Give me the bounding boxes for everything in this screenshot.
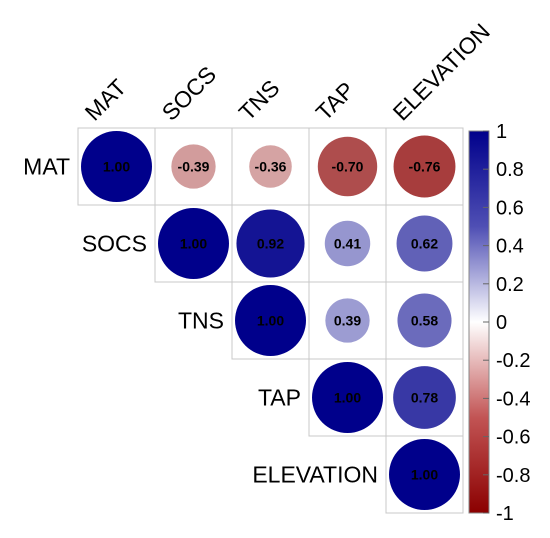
correlation-circle (81, 131, 152, 202)
correlation-value: 0.92 (257, 236, 284, 252)
colorbar-tick-label: -0.2 (496, 350, 530, 372)
correlation-value: 0.58 (411, 313, 438, 329)
correlation-circle (393, 366, 456, 429)
row-label: MAT (23, 154, 70, 180)
row-label: TNS (178, 308, 224, 334)
correlation-value: 0.78 (411, 390, 438, 406)
correlation-circle (312, 362, 383, 433)
correlation-circle (389, 439, 460, 510)
column-label: ELEVATION (388, 18, 495, 125)
correlation-circle (317, 136, 378, 197)
colorbar-tick-label: 0.6 (496, 197, 524, 219)
correlation-value: 1.00 (334, 390, 361, 406)
correlation-circle (397, 293, 452, 348)
row-label: TAP (258, 385, 301, 411)
correlation-circle (235, 285, 306, 356)
colorbar-tick-label: -1 (496, 503, 514, 525)
correlation-value: 0.41 (334, 236, 361, 252)
correlation-circle (396, 215, 453, 272)
correlation-value: -0.70 (332, 159, 364, 175)
row-label: ELEVATION (252, 462, 378, 488)
colorbar-tick-label: 0.2 (496, 274, 524, 296)
correlation-value: -0.76 (409, 159, 441, 175)
correlation-value: 1.00 (103, 159, 130, 175)
column-label: TAP (311, 77, 360, 126)
correlation-circle (171, 144, 216, 189)
correlation-value: 0.62 (411, 236, 438, 252)
colorbar-tick-label: 0 (496, 312, 507, 334)
column-label: SOCS (157, 61, 221, 125)
colorbar-tick-label: -0.6 (496, 427, 530, 449)
matrix-cells: 1.00 -0.39 -0.36 -0.70 -0.76 1.00 0.92 0.41 0.62… (77, 127, 464, 514)
correlation-value: -0.39 (178, 159, 210, 175)
colorbar-tick-label: 0.8 (496, 159, 524, 181)
correlation-circle (236, 209, 305, 278)
correlation-value: 1.00 (257, 313, 284, 329)
row-label: SOCS (82, 231, 147, 257)
correlation-circle (249, 145, 292, 188)
correlation-value: -0.36 (255, 159, 287, 175)
colorbar: 1 0.8 0.6 0.4 0.2 0 -0.2 -0.4 -0.6 -0.8 -1 (468, 121, 530, 525)
correlation-value: 0.39 (334, 313, 361, 329)
colorbar-tick-label: 1 (496, 121, 507, 143)
correlation-circle (324, 220, 371, 267)
correlation-circle (325, 298, 370, 343)
correlation-value: 1.00 (180, 236, 207, 252)
column-label: TNS (234, 75, 285, 126)
column-label: MAT (80, 74, 132, 126)
correlation-circle (393, 135, 456, 198)
colorbar-tick-label: -0.8 (496, 465, 530, 487)
colorbar-tick-label: -0.4 (496, 388, 530, 410)
correlation-value: 1.00 (411, 467, 438, 483)
correlation-circle (158, 208, 229, 279)
colorbar-tick-label: 0.4 (496, 236, 524, 258)
